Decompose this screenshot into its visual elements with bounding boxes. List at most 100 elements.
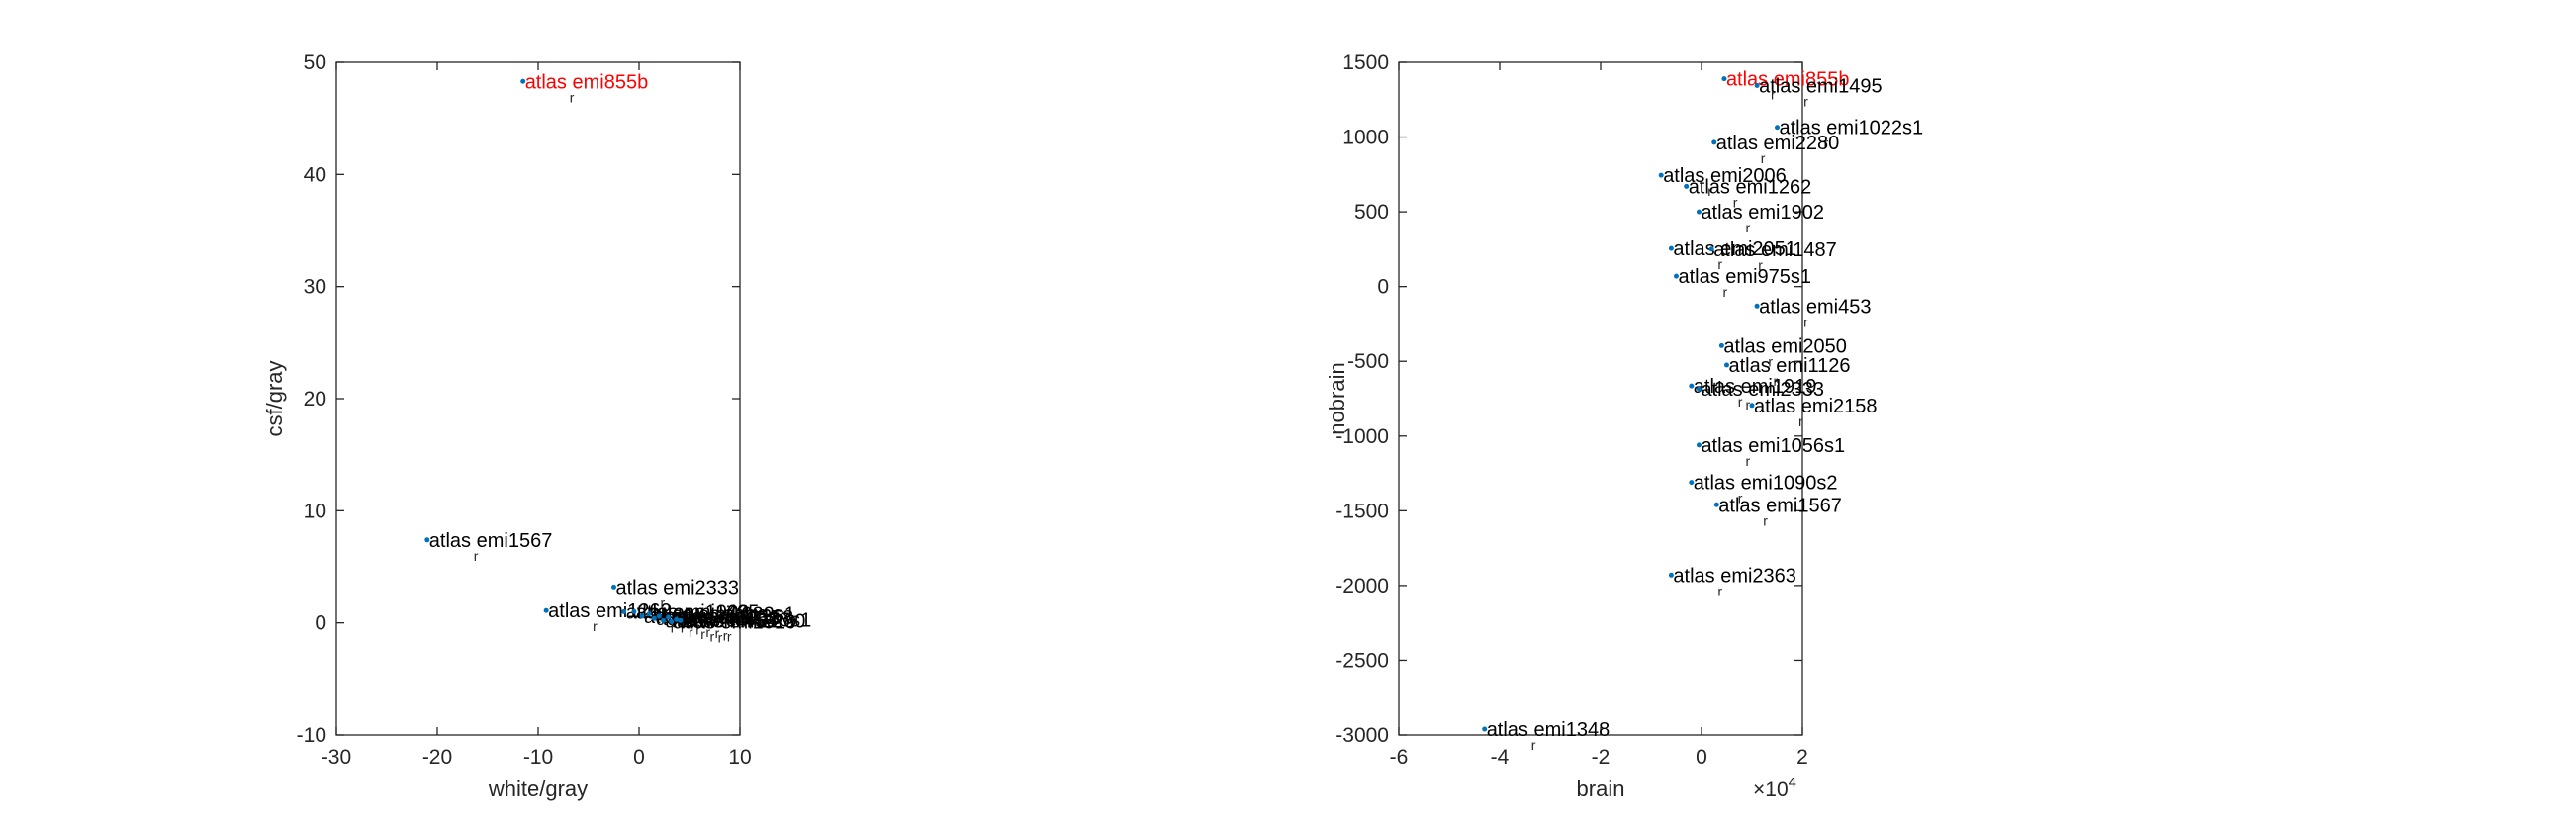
data-point [1684, 183, 1690, 189]
x-tick-label: 10 [728, 746, 751, 769]
data-point [611, 584, 616, 590]
point-sublabel: r [1733, 194, 1738, 210]
point-label: atlas emi2158 [671, 607, 794, 629]
y-tick-label: 0 [1377, 276, 1389, 299]
y-axis-label: nobrain [1325, 362, 1349, 434]
data-point [656, 613, 662, 619]
x-tick-label: -10 [523, 746, 553, 769]
point-label: atlas emi2006 [644, 606, 768, 628]
point-label: atlas emi2050 [1723, 335, 1847, 357]
y-tick-label: -3000 [1335, 724, 1389, 747]
data-point [1718, 342, 1724, 348]
x-tick-label: 2 [1796, 746, 1808, 769]
point-label: atlas emi453 [665, 610, 777, 632]
scatter-plot-brain-vs-nobrain: -6 -4 -2 0 2 -3000 -2500 -2000 -1500 -1000 -500 0 50… [1325, 51, 1923, 801]
point-label: atlas emi1056s1 [1701, 435, 1845, 457]
point-sublabel: r [1738, 394, 1743, 410]
point-label: atlas emi1348 [1487, 719, 1610, 741]
point-sublabel: r [1771, 87, 1776, 103]
data-point [1749, 403, 1755, 409]
x-tick-label: -4 [1491, 746, 1510, 769]
point-sublabel: r [1745, 453, 1750, 469]
point-label: atlas emi1919 [674, 612, 797, 634]
point-sublabel: r [1717, 583, 1722, 598]
data-point [1674, 273, 1679, 279]
y-tick-label: 50 [304, 51, 326, 74]
point-label: atlas emi1487 [1713, 239, 1837, 261]
point-sublabel: r [1824, 136, 1829, 151]
data-point [1689, 383, 1695, 389]
point-label: atlas emi1919 [1694, 376, 1817, 398]
point-sublabel: r [1774, 373, 1779, 389]
point-sublabel: r [1707, 183, 1712, 199]
data-point [1708, 246, 1714, 252]
point-label: atlas emi2158 [1754, 396, 1878, 417]
point-label: atlas emi1262 [1689, 176, 1812, 198]
x-axis-exponent-base: ×10 [1753, 778, 1789, 801]
point-sublabel: r [709, 628, 714, 644]
point-sublabel: r [1531, 737, 1536, 753]
point-sublabel: r [1758, 257, 1763, 273]
x-axis-exponent: ×104 [1753, 775, 1796, 801]
x-tick-label: -6 [1390, 746, 1409, 769]
point-label: atlas emi2006 [1663, 165, 1787, 187]
y-tick-label: 500 [1354, 201, 1389, 224]
point-sublabel: r [671, 619, 676, 635]
point-sublabel: r [1745, 397, 1750, 412]
point-sublabel: r [718, 630, 723, 646]
y-tick-label: -2500 [1335, 649, 1389, 672]
data-point [666, 614, 672, 620]
axes-box [335, 61, 741, 736]
data-point [646, 611, 652, 617]
point-label: atlas emi2050 [656, 608, 780, 630]
y-tick-label: 20 [304, 388, 326, 411]
point-sublabel: r [705, 624, 710, 640]
point-sublabel: r [593, 618, 598, 634]
point-sublabel: r [1803, 314, 1808, 329]
point-label: atlas emi453 [1759, 296, 1871, 318]
data-point [1721, 76, 1727, 82]
y-tick-label: 30 [304, 276, 326, 299]
data-point [1668, 572, 1674, 578]
x-tick-label: 0 [1696, 746, 1707, 769]
y-tick-label: -1000 [1335, 425, 1389, 448]
point-label: atlas emi2051 [1673, 238, 1796, 260]
point-sublabel: r [570, 89, 575, 105]
point-sublabel: r [700, 626, 705, 642]
point-label: atlas emi1022s1 [1780, 118, 1924, 139]
point-sublabel: r [681, 619, 686, 635]
data-point [639, 613, 645, 619]
x-axis-exponent-power: 4 [1789, 775, 1796, 791]
x-axis-label: white/gray [488, 777, 588, 801]
x-tick-label: 0 [633, 746, 645, 769]
x-tick-label: -2 [1592, 746, 1610, 769]
point-label: atlas emi1902 [1701, 202, 1824, 224]
point-sublabel: r [727, 628, 732, 644]
x-tick-label: -30 [322, 746, 351, 769]
point-label: atlas emi2280 [683, 610, 806, 632]
y-tick-label: 10 [304, 500, 326, 522]
point-sublabel: r [1738, 491, 1743, 506]
y-tick-label: -10 [297, 724, 326, 747]
plot-marks: -6 -4 -2 0 2 -3000 -2500 -2000 -1500 -1000 -500 0 50… [1335, 51, 1923, 769]
data-point [1713, 502, 1719, 507]
data-point [660, 617, 666, 623]
point-sublabel: r [1763, 512, 1768, 528]
data-point [621, 608, 627, 614]
y-tick-label: 40 [304, 163, 326, 186]
point-sublabel: r [1723, 284, 1728, 300]
point-label: atlas emi1902 [626, 601, 750, 623]
point-label: atlas emi1090s2 [1694, 473, 1838, 495]
data-point [1668, 245, 1674, 251]
point-label: atlas emi1567 [429, 530, 553, 552]
point-sublabel: r [1745, 220, 1750, 235]
point-sublabel: r [1761, 150, 1766, 166]
point-sublabel: r [1768, 353, 1773, 369]
point-sublabel: r [715, 625, 720, 641]
data-point [1696, 442, 1702, 448]
data-point [1689, 480, 1695, 486]
point-label: atlas emi1567 [1718, 495, 1842, 516]
